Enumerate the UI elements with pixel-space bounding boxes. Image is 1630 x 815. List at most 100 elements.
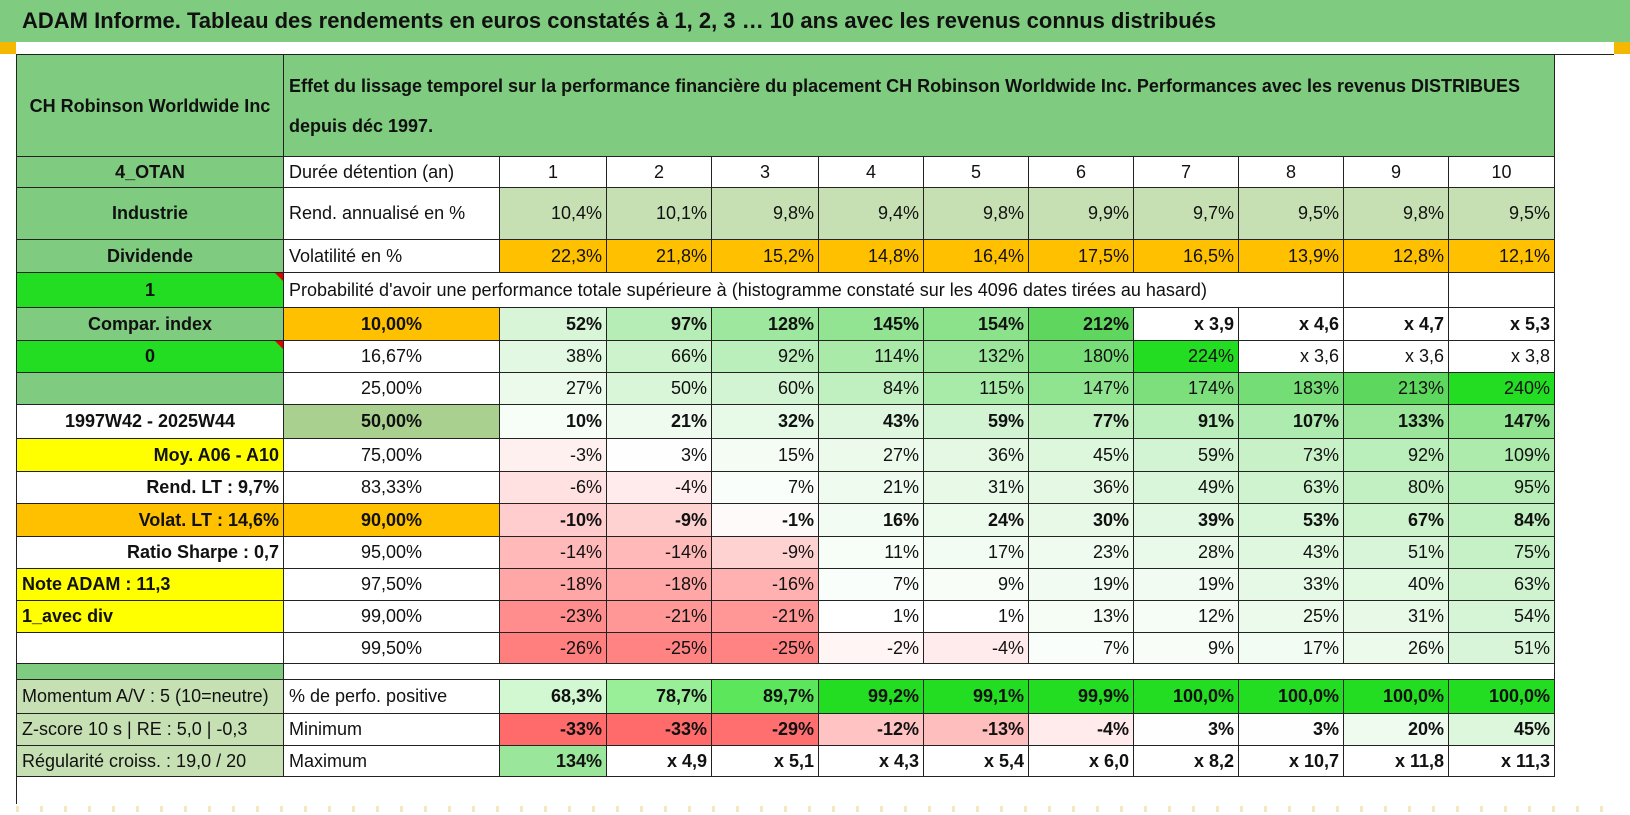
minimum-value: 45%	[1449, 714, 1555, 746]
rend-value: 10,1%	[607, 188, 712, 240]
probability-threshold: 75,00%	[284, 439, 500, 472]
probability-value: 59%	[1134, 439, 1239, 472]
probability-value: 60%	[712, 373, 819, 405]
probability-value: 77%	[1029, 405, 1134, 439]
probability-value: -10%	[500, 504, 607, 537]
probability-value: x 3,9	[1134, 308, 1239, 341]
probability-value: 31%	[924, 472, 1029, 504]
year-header: 4	[819, 157, 924, 188]
probability-value: 133%	[1344, 405, 1449, 439]
year-header: 2	[607, 157, 712, 188]
probability-value: 63%	[1239, 472, 1344, 504]
probability-value: 9%	[924, 569, 1029, 601]
empty-cell	[1449, 273, 1555, 308]
probability-value: 66%	[607, 341, 712, 373]
positive-value: 100,0%	[1134, 680, 1239, 714]
probability-value: 49%	[1134, 472, 1239, 504]
corner-marker-left	[0, 42, 16, 54]
vol-value: 13,9%	[1239, 240, 1344, 273]
probability-value: x 3,6	[1239, 341, 1344, 373]
moyenne-label: Moy. A06 - A10	[17, 439, 284, 472]
probability-value: -3%	[500, 439, 607, 472]
probability-value: 92%	[1344, 439, 1449, 472]
minimum-value: -33%	[607, 714, 712, 746]
year-header: 1	[500, 157, 607, 188]
probability-value: -26%	[500, 633, 607, 664]
probability-value: -18%	[500, 569, 607, 601]
probability-threshold: 90,00%	[284, 504, 500, 537]
probability-value: -14%	[500, 537, 607, 569]
minimum-value: -29%	[712, 714, 819, 746]
probability-value: 80%	[1344, 472, 1449, 504]
probability-value: 1%	[924, 601, 1029, 633]
rend-value: 9,7%	[1134, 188, 1239, 240]
probability-value: 84%	[819, 373, 924, 405]
probability-value: 7%	[712, 472, 819, 504]
probability-value: 213%	[1344, 373, 1449, 405]
probability-value: 50%	[607, 373, 712, 405]
rend-value: 9,4%	[819, 188, 924, 240]
rend-lt-label: Rend. LT : 9,7%	[17, 472, 284, 504]
probability-value: 174%	[1134, 373, 1239, 405]
minimum-value: -12%	[819, 714, 924, 746]
probability-value: 19%	[1029, 569, 1134, 601]
probability-value: 13%	[1029, 601, 1134, 633]
probability-value: -6%	[500, 472, 607, 504]
period-label: 1997W42 - 2025W44	[17, 405, 284, 439]
probability-value: x 4,7	[1344, 308, 1449, 341]
probability-value: -21%	[712, 601, 819, 633]
probability-value: 180%	[1029, 341, 1134, 373]
probability-value: 147%	[1029, 373, 1134, 405]
probability-value: 25%	[1239, 601, 1344, 633]
probability-value: 31%	[1344, 601, 1449, 633]
positive-value: 100,0%	[1344, 680, 1449, 714]
year-header: 10	[1449, 157, 1555, 188]
empty-cell	[1344, 273, 1449, 308]
div-mode-label: 1_avec div	[17, 601, 284, 633]
probability-value: -21%	[607, 601, 712, 633]
report-description: Effet du lissage temporel sur la perform…	[284, 55, 1555, 157]
rend-value: 9,8%	[712, 188, 819, 240]
rend-value: 9,9%	[1029, 188, 1134, 240]
positive-label: % de perfo. positive	[284, 680, 500, 714]
probability-value: 75%	[1449, 537, 1555, 569]
report-title: ADAM Informe. Tableau des rendements en …	[22, 8, 1217, 33]
maximum-value: x 4,9	[607, 746, 712, 777]
note-adam-label: Note ADAM : 11,3	[17, 569, 284, 601]
title-bar: ADAM Informe. Tableau des rendements en …	[0, 0, 1630, 42]
probability-value: 45%	[1029, 439, 1134, 472]
probability-threshold: 83,33%	[284, 472, 500, 504]
blank-cell	[17, 373, 284, 405]
probability-value: 84%	[1449, 504, 1555, 537]
probability-value: 7%	[819, 569, 924, 601]
probability-threshold: 97,50%	[284, 569, 500, 601]
maximum-value: x 4,3	[819, 746, 924, 777]
flag-zero-cell: 0	[17, 341, 284, 373]
compar-index-label: Compar. index	[17, 308, 284, 341]
probability-value: 27%	[500, 373, 607, 405]
probability-value: 10%	[500, 405, 607, 439]
rend-value: 9,5%	[1239, 188, 1344, 240]
probability-value: 132%	[924, 341, 1029, 373]
regularite-label: Régularité croiss. : 19,0 / 20	[17, 746, 284, 777]
probability-value: 3%	[607, 439, 712, 472]
probability-value: 114%	[819, 341, 924, 373]
rend-value: 9,8%	[1344, 188, 1449, 240]
zscore-label: Z-score 10 s | RE : 5,0 | -0,3	[17, 714, 284, 746]
probability-value: -2%	[819, 633, 924, 664]
probability-value: -14%	[607, 537, 712, 569]
probability-value: -23%	[500, 601, 607, 633]
probability-value: x 5,3	[1449, 308, 1555, 341]
probability-threshold: 16,67%	[284, 341, 500, 373]
minimum-value: -13%	[924, 714, 1029, 746]
probability-value: -16%	[712, 569, 819, 601]
year-header: 9	[1344, 157, 1449, 188]
probability-value: 11%	[819, 537, 924, 569]
probability-value: 109%	[1449, 439, 1555, 472]
probability-value: -1%	[712, 504, 819, 537]
probability-value: 95%	[1449, 472, 1555, 504]
maximum-value: x 5,1	[712, 746, 819, 777]
probability-value: 97%	[607, 308, 712, 341]
probability-value: 23%	[1029, 537, 1134, 569]
sector-label: Industrie	[17, 188, 284, 240]
